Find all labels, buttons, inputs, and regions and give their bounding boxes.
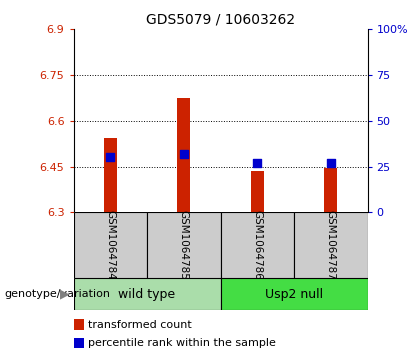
- Title: GDS5079 / 10603262: GDS5079 / 10603262: [146, 12, 295, 26]
- Bar: [74, 319, 84, 330]
- Text: Usp2 null: Usp2 null: [265, 287, 323, 301]
- Bar: [74, 338, 84, 348]
- Text: genotype/variation: genotype/variation: [4, 289, 110, 299]
- Bar: [104, 138, 117, 212]
- Bar: [220, 212, 294, 278]
- Point: [181, 151, 187, 156]
- Point: [254, 160, 260, 166]
- Bar: [74, 212, 147, 278]
- Point: [107, 155, 113, 160]
- Text: GSM1064787: GSM1064787: [326, 210, 336, 280]
- Bar: [251, 171, 264, 212]
- Text: percentile rank within the sample: percentile rank within the sample: [88, 338, 276, 348]
- Text: transformed count: transformed count: [88, 320, 192, 330]
- Bar: [220, 278, 368, 310]
- Text: GSM1064785: GSM1064785: [179, 210, 189, 280]
- Bar: [177, 98, 190, 212]
- Text: wild type: wild type: [118, 287, 176, 301]
- Bar: [74, 278, 220, 310]
- Text: ▶: ▶: [60, 287, 69, 301]
- Bar: [294, 212, 368, 278]
- Bar: [147, 212, 220, 278]
- Text: GSM1064786: GSM1064786: [252, 210, 262, 280]
- Point: [328, 160, 334, 166]
- Bar: [324, 168, 337, 212]
- Text: GSM1064784: GSM1064784: [105, 210, 115, 280]
